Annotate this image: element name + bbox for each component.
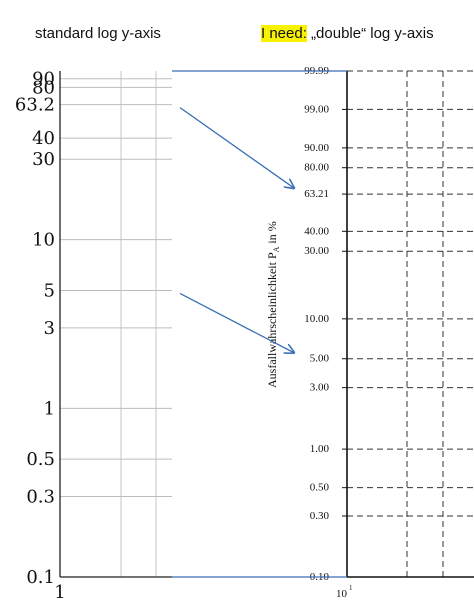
left-ytick-label: 90	[32, 69, 55, 90]
left-ytick-label: 3	[44, 318, 55, 339]
right-xtick-label: 10	[336, 588, 348, 600]
left-ytick-label: 10	[32, 230, 55, 251]
right-ytick-label: 10.00	[304, 313, 329, 325]
left-ytick-label: 0.5	[26, 449, 55, 470]
right-ytick-label: 5.00	[310, 353, 330, 365]
right-ytick-label: 1.00	[310, 443, 330, 455]
right-ytick-label: 3.00	[310, 382, 330, 394]
right-chart-caption: I need: „double“ log y-axis	[261, 25, 434, 42]
left-ytick-label: 63.2	[15, 95, 55, 116]
caption-highlight: I need:	[261, 25, 307, 42]
right-ytick-label: 0.50	[310, 482, 330, 494]
right-ytick-label: 30.00	[304, 245, 329, 257]
right-ytick-label: 99.00	[304, 103, 329, 115]
left-chart-caption: standard log y-axis	[35, 25, 161, 42]
right-ytick-label: 63.21	[304, 188, 329, 200]
left-ytick-label: 80	[32, 77, 55, 98]
left-ytick-label: 30	[32, 149, 55, 170]
right-ytick-label: 40.00	[304, 225, 329, 237]
right-ytick-label: 0.30	[310, 510, 330, 522]
left-xtick-label: 1	[54, 582, 65, 603]
right-ytick-label: 80.00	[304, 162, 329, 174]
ylabel-subscript: A	[272, 246, 281, 252]
left-ytick-label: 0.3	[26, 487, 55, 508]
double-log-chart: 99.9999.0090.0080.0063.2140.0030.0010.00…	[265, 65, 474, 600]
ylabel-tail: in %	[265, 221, 279, 246]
ylabel-main: Ausfallwahrscheinlichkeit P	[265, 252, 279, 388]
arrow-annotations	[172, 70, 347, 578]
right-ytick-label: 90.00	[304, 142, 329, 154]
left-ytick-label: 40	[32, 128, 55, 149]
left-ytick-label: 0.1	[26, 567, 55, 588]
right-y-axis-label: Ausfallwahrscheinlichkeit PA in %	[265, 221, 281, 388]
value-mapping-arrow	[179, 107, 294, 188]
value-mapping-arrow	[179, 292, 294, 352]
left-ytick-label: 5	[44, 280, 55, 301]
right-xtick-exponent: 1	[349, 584, 353, 592]
caption-rest: „double“ log y-axis	[306, 25, 434, 42]
left-ytick-label: 1	[44, 398, 55, 419]
